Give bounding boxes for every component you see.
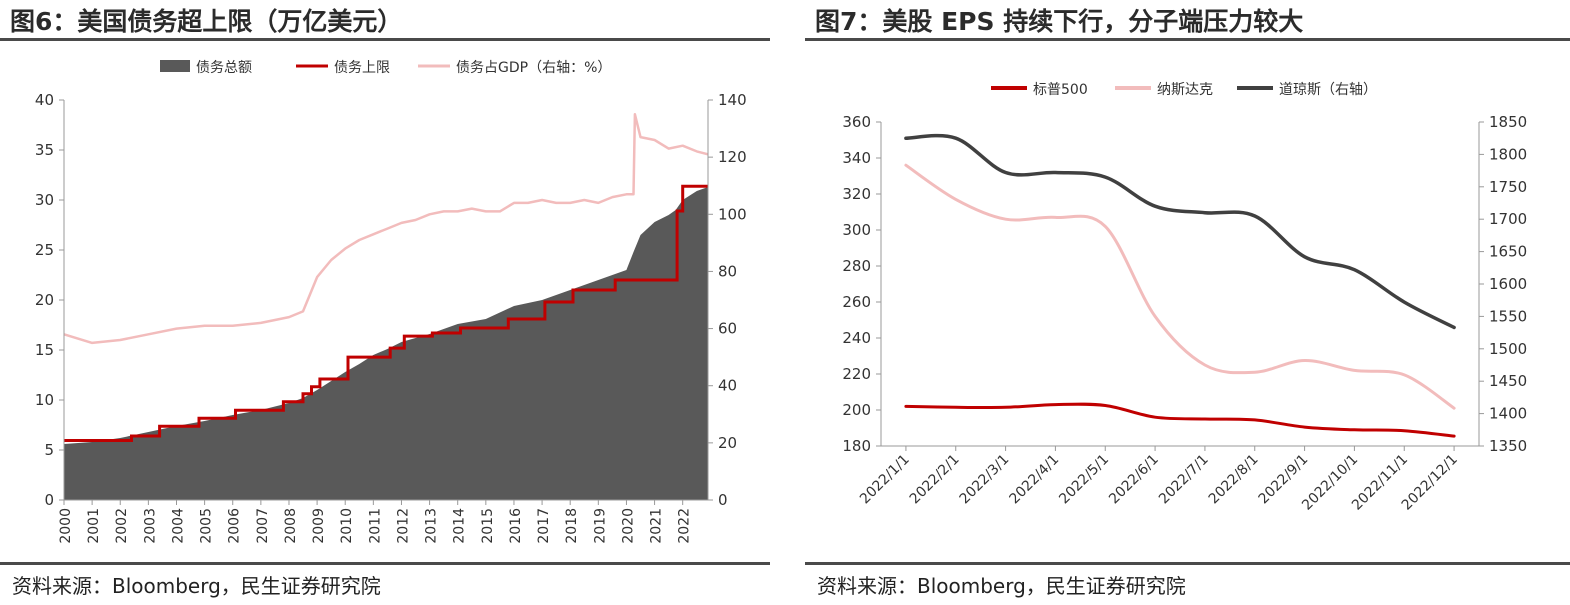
- x-tick-label: 2017: [536, 508, 552, 544]
- x-tick-label: 2004: [170, 508, 186, 544]
- x-tick-label: 2022/1/1: [857, 452, 913, 508]
- y-tick-label-left: 300: [842, 221, 871, 239]
- y-tick-label-left: 260: [842, 293, 871, 311]
- y-tick-label-right: 60: [718, 320, 737, 338]
- x-tick-label: 2022/5/1: [1056, 452, 1112, 508]
- x-tick-label: 2022/8/1: [1206, 452, 1262, 508]
- x-tick-label: 2008: [283, 508, 299, 544]
- series-line-sp500: [904, 402, 1456, 438]
- y-tick-label-left: 5: [44, 441, 54, 459]
- chart-source: 资料来源：Bloomberg，民生证券研究院: [817, 574, 1186, 598]
- x-tick-label: 2011: [367, 508, 383, 544]
- y-tick-label-right: 100: [718, 205, 747, 223]
- x-tick-label: 2015: [480, 508, 496, 544]
- x-tick-label: 2013: [424, 508, 440, 544]
- y-tick-label-right: 1550: [1489, 307, 1527, 325]
- x-tick-label: 2021: [649, 508, 665, 544]
- title-rule: [0, 38, 770, 41]
- legend-label: 纳斯达克: [1157, 82, 1213, 98]
- y-tick-label-right: 120: [718, 148, 747, 166]
- x-tick-label: 2022/6/1: [1106, 452, 1162, 508]
- source-rule: [0, 562, 770, 565]
- y-tick-label-right: 1650: [1489, 243, 1527, 261]
- y-tick-label-right: 1400: [1489, 405, 1527, 423]
- eps-chart: 标普500 纳斯达克 道琼斯（右轴） 180 200 220 240 260 280 300 320…: [842, 82, 1527, 514]
- legend-swatch-area: [160, 60, 190, 72]
- y-tick-label-right: 1800: [1489, 145, 1527, 163]
- chart-panel-eps: 图7：美股 EPS 持续下行，分子端压力较大 标普500 纳斯达克 道琼斯（右轴） 1…: [805, 0, 1570, 605]
- chart-source: 资料来源：Bloomberg，民生证券研究院: [12, 574, 381, 598]
- y-tick-label-right: 1600: [1489, 275, 1527, 293]
- debt-chart: 债务总额 债务上限 债务占GDP（右轴：%） 0 5 10 15 20 25 30 35 40 0 20 4…: [35, 60, 747, 544]
- x-tick-label: 2022/4/1: [1006, 452, 1062, 508]
- x-tick-label: 2000: [58, 508, 74, 544]
- x-tick-label: 2009: [311, 508, 327, 544]
- x-tick-label: 2014: [452, 508, 468, 544]
- y-tick-label-left: 280: [842, 257, 871, 275]
- x-tick-label: 2003: [142, 508, 158, 544]
- x-tick-label: 2022/2/1: [907, 452, 963, 508]
- y-tick-label-right: 0: [718, 491, 728, 509]
- chart-title: 图7：美股 EPS 持续下行，分子端压力较大: [815, 7, 1304, 36]
- y-tick-label-left: 35: [35, 141, 54, 159]
- x-tick-label: 2006: [227, 508, 243, 544]
- x-tick-label: 2016: [508, 508, 524, 544]
- x-tick-label: 2022: [677, 508, 693, 544]
- legend-label: 债务上限: [334, 60, 390, 76]
- legend-label: 债务总额: [196, 60, 252, 76]
- series-line-debt-ceiling: [64, 184, 708, 442]
- y-tick-label-right: 1450: [1489, 372, 1527, 390]
- x-tick-label: 2022/3/1: [957, 452, 1013, 508]
- x-tick-label: 2020: [620, 508, 636, 544]
- y-tick-label-left: 360: [842, 113, 871, 131]
- y-tick-label-right: 1500: [1489, 340, 1527, 358]
- x-tick-label: 2012: [395, 508, 411, 544]
- y-tick-label-left: 10: [35, 391, 54, 409]
- y-tick-label-right: 1700: [1489, 210, 1527, 228]
- x-tick-label: 2022/7/1: [1156, 452, 1212, 508]
- y-tick-label-right: 1350: [1489, 437, 1527, 455]
- y-tick-label-left: 340: [842, 149, 871, 167]
- chart-title: 图6：美国债务超上限（万亿美元）: [10, 7, 403, 36]
- y-tick-label-left: 30: [35, 191, 54, 209]
- y-tick-label-right: 140: [718, 91, 747, 109]
- x-tick-label: 2018: [564, 508, 580, 544]
- legend-label: 道琼斯（右轴）: [1279, 82, 1377, 98]
- x-tick-label: 2005: [199, 508, 215, 544]
- series-line-debt-to-gdp: [63, 113, 709, 345]
- source-rule: [805, 562, 1570, 565]
- chart-panel-debt: 图6：美国债务超上限（万亿美元） 债务总额 债务上限 债务占GDP（右轴：%） 0 5 1…: [0, 0, 770, 605]
- x-tick-label: 2001: [86, 508, 102, 544]
- y-tick-label-right: 1850: [1489, 113, 1527, 131]
- y-tick-label-left: 320: [842, 185, 871, 203]
- y-tick-label-right: 1750: [1489, 178, 1527, 196]
- y-tick-label-left: 200: [842, 401, 871, 419]
- x-tick-label: 2010: [339, 508, 355, 544]
- x-tick-label: 2002: [114, 508, 130, 544]
- y-tick-label-left: 25: [35, 241, 54, 259]
- y-tick-label-right: 40: [718, 377, 737, 395]
- y-tick-label-left: 220: [842, 365, 871, 383]
- y-tick-label-left: 0: [44, 491, 54, 509]
- y-tick-label-right: 80: [718, 262, 737, 280]
- y-tick-label-left: 20: [35, 291, 54, 309]
- y-tick-label-left: 15: [35, 341, 54, 359]
- y-tick-label-left: 180: [842, 437, 871, 455]
- legend-label: 标普500: [1033, 82, 1088, 98]
- title-rule: [805, 38, 1570, 41]
- x-tick-label: 2007: [255, 508, 271, 544]
- x-tick-label: 2019: [592, 508, 608, 544]
- legend-label: 债务占GDP（右轴：%）: [456, 60, 611, 76]
- y-tick-label-left: 240: [842, 329, 871, 347]
- y-tick-label-left: 40: [35, 91, 54, 109]
- series-line-dow: [904, 133, 1456, 330]
- series-line-nasdaq: [904, 163, 1456, 410]
- series-area-debt-total: [64, 187, 708, 500]
- y-tick-label-right: 20: [718, 434, 737, 452]
